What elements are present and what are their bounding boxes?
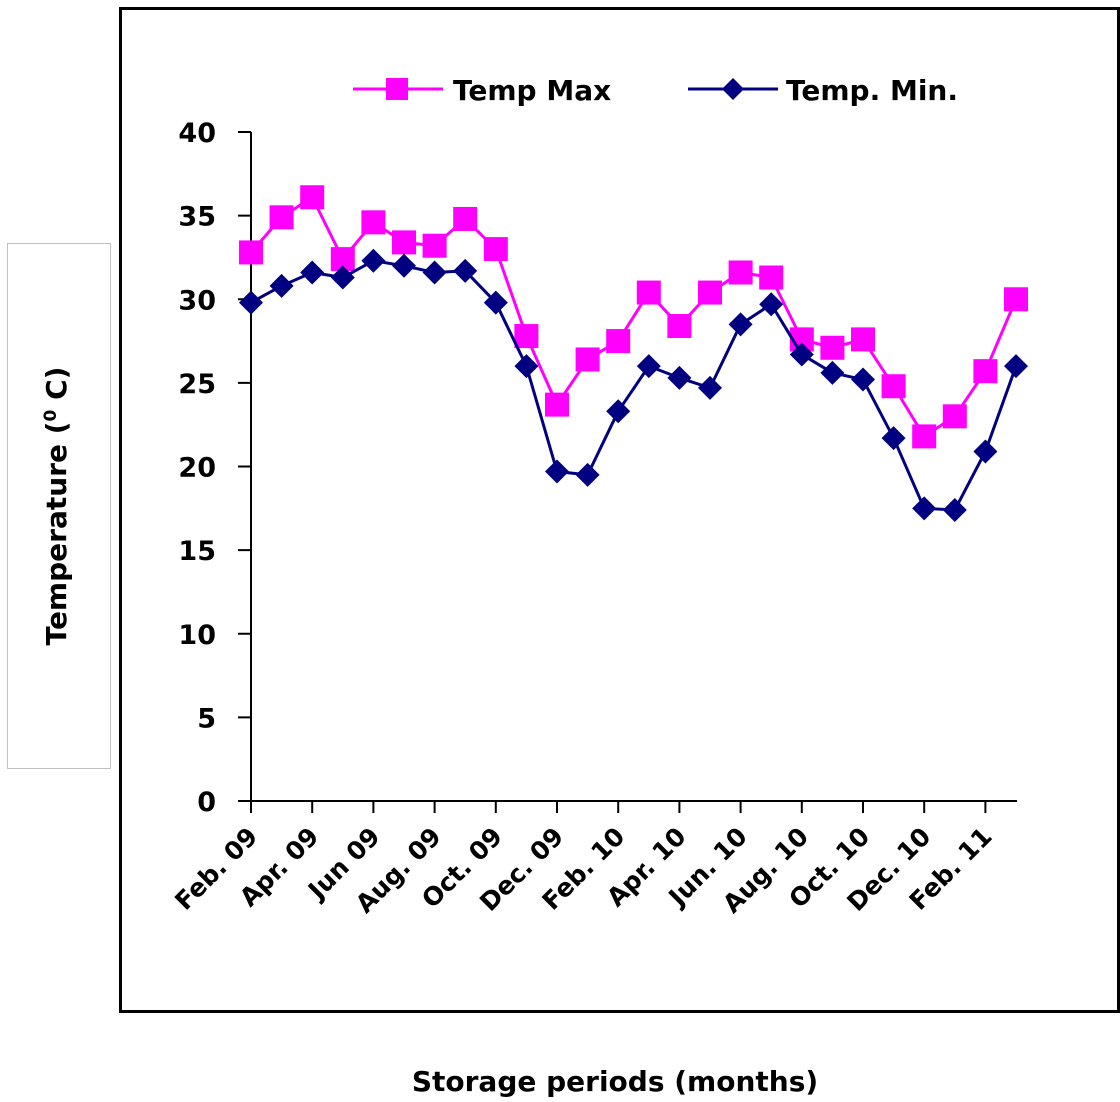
y-tick-label: 40 bbox=[178, 118, 216, 149]
data-point-temp-max bbox=[942, 404, 967, 429]
legend-marker-temp-max bbox=[386, 78, 408, 100]
data-point-temp-max bbox=[483, 237, 508, 262]
data-point-temp-min bbox=[422, 260, 447, 285]
y-tick-label: 10 bbox=[178, 620, 216, 651]
data-point-temp-max bbox=[851, 327, 875, 352]
data-point-temp-min bbox=[1004, 354, 1028, 379]
data-point-temp-min bbox=[789, 342, 814, 367]
series-temp-min bbox=[239, 248, 1028, 522]
legend-label-temp-min: Temp. Min. bbox=[786, 74, 958, 107]
data-point-temp-max bbox=[422, 233, 447, 258]
data-point-temp-min bbox=[912, 496, 937, 521]
data-point-temp-max bbox=[973, 359, 998, 384]
y-tick-label: 0 bbox=[197, 787, 216, 818]
y-tick-label: 25 bbox=[178, 369, 216, 400]
data-point-temp-min bbox=[453, 258, 478, 283]
data-point-temp-max bbox=[545, 392, 569, 417]
data-point-temp-max bbox=[728, 260, 753, 285]
legend-label-temp-max: Temp Max bbox=[453, 74, 611, 107]
y-tick-label: 20 bbox=[178, 453, 216, 484]
data-point-temp-max bbox=[759, 265, 784, 290]
data-point-temp-min bbox=[728, 312, 753, 337]
y-axis-title-text: Temperature ( bbox=[40, 421, 73, 645]
data-point-temp-max bbox=[269, 205, 294, 230]
y-axis-title: Temperature (0 C) bbox=[40, 367, 73, 646]
series-layer bbox=[239, 185, 1028, 522]
y-tick-label: 5 bbox=[197, 703, 216, 734]
data-point-temp-max bbox=[514, 324, 539, 349]
data-point-temp-min bbox=[575, 462, 600, 487]
y-axis-title-box bbox=[7, 243, 111, 769]
data-point-temp-min bbox=[698, 375, 722, 400]
y-tick-label: 35 bbox=[178, 202, 216, 233]
legend-entry-temp-min: Temp. Min. bbox=[688, 74, 958, 107]
data-point-temp-min bbox=[483, 290, 508, 315]
y-tick-label: 30 bbox=[178, 285, 216, 316]
data-point-temp-min bbox=[942, 497, 967, 522]
series-temp-max bbox=[239, 185, 1028, 449]
data-point-temp-min bbox=[392, 253, 416, 278]
data-point-temp-max bbox=[361, 210, 386, 235]
data-point-temp-min bbox=[300, 260, 325, 285]
legend: Temp Max Temp. Min. bbox=[353, 74, 958, 107]
data-point-temp-max bbox=[300, 185, 325, 210]
y-ticks: 0 5 10 15 20 25 30 35 40 bbox=[178, 118, 251, 818]
data-point-temp-min bbox=[636, 354, 661, 379]
data-point-temp-max bbox=[698, 280, 722, 305]
data-point-temp-max bbox=[330, 247, 355, 272]
data-point-temp-max bbox=[636, 280, 661, 305]
data-point-temp-min bbox=[514, 354, 539, 379]
data-point-temp-min bbox=[606, 399, 631, 424]
data-point-temp-max bbox=[453, 206, 478, 231]
data-point-temp-min bbox=[881, 426, 906, 451]
data-point-temp-min bbox=[973, 439, 998, 464]
data-point-temp-max bbox=[912, 424, 937, 449]
data-point-temp-max bbox=[392, 230, 416, 255]
data-point-temp-max bbox=[820, 335, 845, 360]
chart-border bbox=[119, 7, 1120, 1013]
data-point-temp-min bbox=[820, 360, 845, 385]
data-point-temp-max bbox=[239, 240, 263, 265]
data-point-temp-max bbox=[575, 347, 600, 372]
data-point-temp-min bbox=[239, 290, 263, 315]
data-point-temp-max bbox=[1004, 287, 1028, 312]
data-point-temp-min bbox=[759, 292, 784, 317]
data-point-temp-min bbox=[330, 265, 355, 290]
data-point-temp-min bbox=[269, 273, 294, 298]
data-point-temp-max bbox=[667, 314, 692, 339]
y-axis-title-unit: C) bbox=[40, 367, 73, 410]
x-axis-title: Storage periods (months) bbox=[412, 1065, 818, 1098]
y-axis-title-superscript: 0 bbox=[41, 409, 61, 421]
data-point-temp-max bbox=[881, 374, 906, 399]
legend-marker-temp-min bbox=[722, 78, 744, 100]
data-point-temp-max bbox=[606, 329, 631, 354]
data-point-temp-min bbox=[545, 459, 569, 484]
data-point-temp-min bbox=[851, 367, 875, 392]
legend-entry-temp-max: Temp Max bbox=[353, 74, 611, 107]
data-point-temp-min bbox=[667, 365, 692, 390]
y-tick-label: 15 bbox=[178, 536, 216, 567]
data-point-temp-min bbox=[361, 248, 386, 273]
